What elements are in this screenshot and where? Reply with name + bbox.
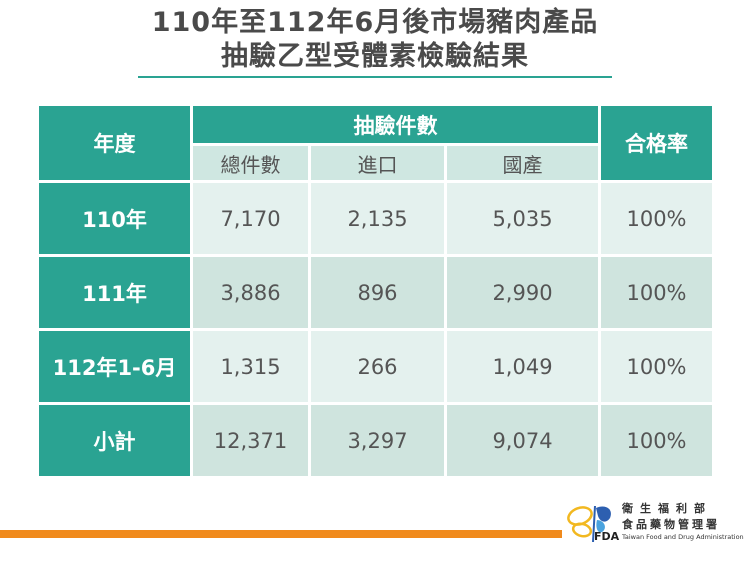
logo-text-ministry: 衛生福利部 xyxy=(622,502,712,515)
table-row: 110年 7,170 2,135 5,035 100% xyxy=(36,180,715,257)
title-line-1: 110年至112年6月後市場豬肉產品 xyxy=(151,7,599,38)
results-table: 年度 抽驗件數 合格率 總件數 進口 國產 110年 7,170 2,135 5… xyxy=(36,103,715,479)
cell-rate: 100% xyxy=(598,402,715,479)
cell-total: 7,170 xyxy=(190,180,311,257)
table-row: 小計 12,371 3,297 9,074 100% xyxy=(36,402,715,479)
cell-rate: 100% xyxy=(598,328,715,405)
cell-import: 266 xyxy=(308,328,447,405)
cell-import: 2,135 xyxy=(308,180,447,257)
row-year: 111年 xyxy=(36,254,193,331)
row-year: 小計 xyxy=(36,402,193,479)
subheader-total: 總件數 xyxy=(190,143,311,183)
header-sample-count: 抽驗件數 xyxy=(190,103,601,146)
cell-import: 896 xyxy=(308,254,447,331)
header-pass-rate: 合格率 xyxy=(598,103,715,183)
cell-rate: 100% xyxy=(598,180,715,257)
title-underline xyxy=(138,76,612,78)
cell-total: 3,886 xyxy=(190,254,311,331)
subheader-import: 進口 xyxy=(308,143,447,183)
cell-total: 12,371 xyxy=(190,402,311,479)
logo-english-name: Taiwan Food and Drug Administration xyxy=(622,533,744,541)
logo-text-agency: 食品藥物管理署 xyxy=(622,518,720,531)
table-row: 111年 3,886 896 2,990 100% xyxy=(36,254,715,331)
table-row: 112年1-6月 1,315 266 1,049 100% xyxy=(36,328,715,405)
subheader-domestic: 國產 xyxy=(444,143,601,183)
cell-domestic: 5,035 xyxy=(444,180,601,257)
butterfly-logo-icon xyxy=(567,505,611,543)
footer-bar xyxy=(0,530,562,538)
row-year: 110年 xyxy=(36,180,193,257)
cell-domestic: 1,049 xyxy=(444,328,601,405)
cell-import: 3,297 xyxy=(308,402,447,479)
header-year: 年度 xyxy=(36,103,193,183)
title-line-2: 抽驗乙型受體素檢驗結果 xyxy=(221,41,529,72)
row-year: 112年1-6月 xyxy=(36,328,193,405)
cell-rate: 100% xyxy=(598,254,715,331)
cell-domestic: 9,074 xyxy=(444,402,601,479)
logo-abbr: FDA xyxy=(594,530,620,543)
fda-logo: 衛生福利部 食品藥物管理署 FDA Taiwan Food and Drug A… xyxy=(566,498,746,550)
cell-domestic: 2,990 xyxy=(444,254,601,331)
cell-total: 1,315 xyxy=(190,328,311,405)
